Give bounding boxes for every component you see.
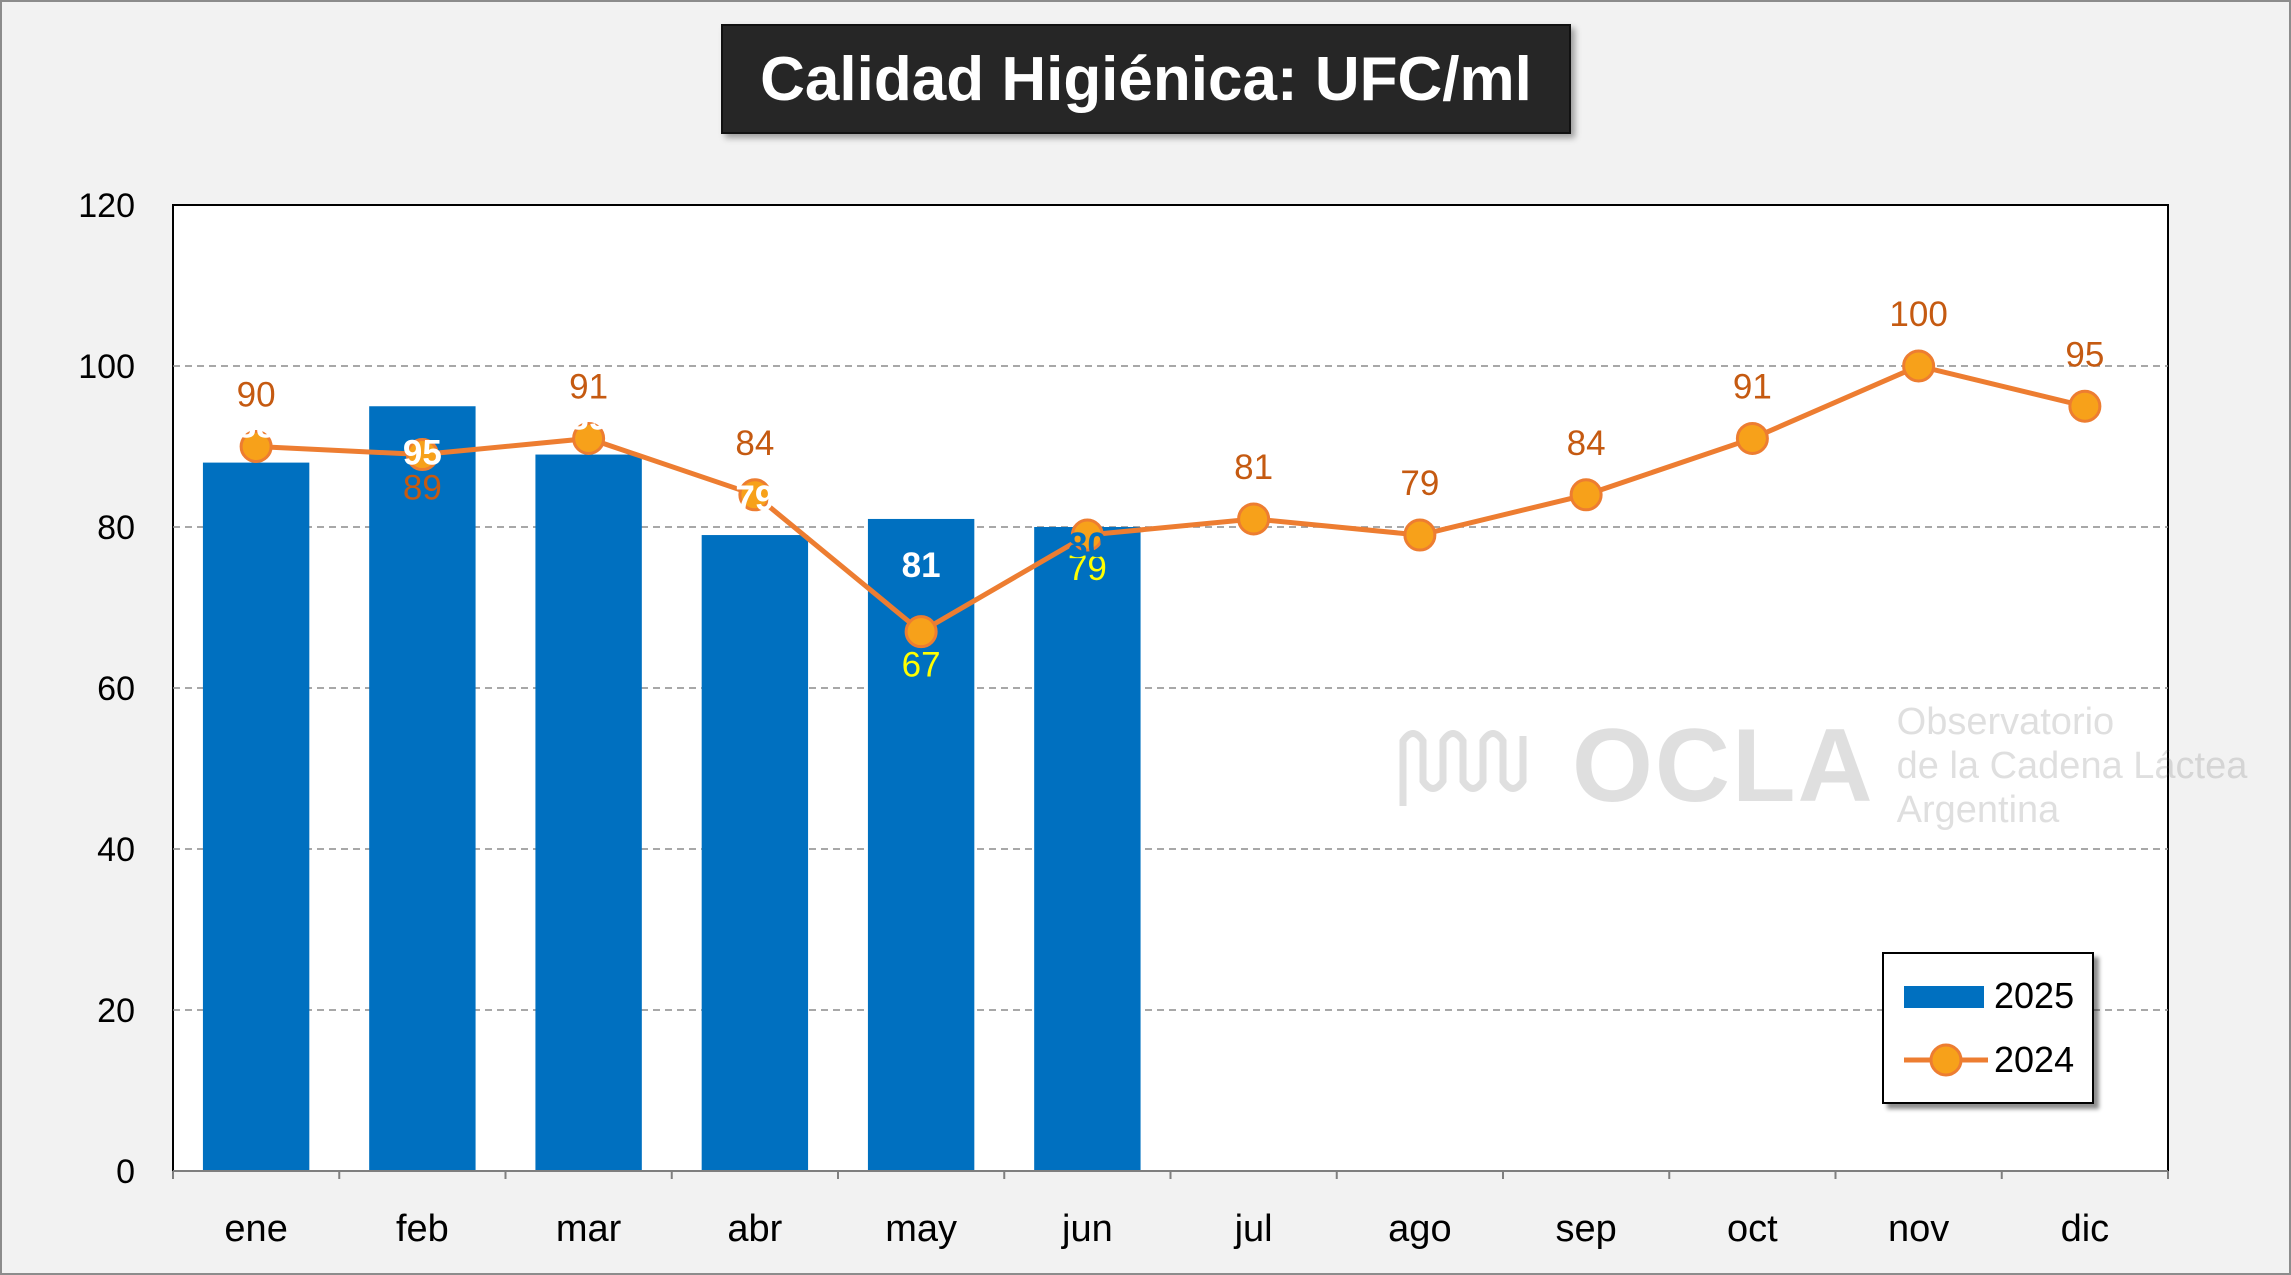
line-point-2024 [239,430,273,463]
y-axis-ticks: 0 20 40 60 80 100 120 [78,187,135,1191]
line-point-2024 [904,615,938,649]
line-point-2024 [1902,349,1936,383]
line-point-2024 [1403,518,1437,552]
line-point-2024 [738,478,772,512]
y-tick-label: 0 [116,1153,135,1191]
line-point-2024 [2068,389,2102,423]
y-tick-label: 80 [97,509,135,547]
x-tick-label: mar [556,1208,622,1250]
bar-2025 [202,462,310,1172]
legend-swatch-bar [1904,986,1984,1008]
line-path-2024 [256,363,2086,635]
ocla-wave-icon [1399,730,1527,806]
x-tick-label: abr [727,1208,782,1250]
y-tick-label: 120 [78,187,135,225]
data-label-2025: 79 [735,479,774,518]
x-tick-label: dic [2061,1208,2110,1250]
x-tick-label: ene [224,1208,287,1250]
data-label-2024: 90 [237,376,276,415]
x-tick-label: may [885,1208,957,1250]
data-label-2025: 89 [569,399,608,438]
bar-2025 [701,535,809,1171]
data-label-2024: 67 [902,646,941,685]
legend-label-2024: 2024 [1994,1039,2075,1080]
x-tick-label: nov [1888,1208,1949,1250]
line-point-2024 [1237,502,1271,536]
x-tick-label: jul [1234,1208,1273,1250]
bar-2025 [535,454,642,1171]
watermark-line3: Argentina [1896,789,2060,831]
data-label-2025: 95 [403,433,442,472]
line-point-2024 [572,421,606,455]
ocla-watermark: OCLA Observatorio de la Cadena Láctea Ar… [1398,700,2247,832]
line-2024 [239,349,2102,649]
data-label-2024: 95 [2065,335,2104,374]
data-label-2025: 80 [1068,526,1107,565]
legend-label-2025: 2025 [1994,975,2075,1016]
watermark-line1: Observatorio [1896,701,2115,743]
data-label-2024: 84 [735,424,774,463]
y-tick-label: 40 [97,831,135,869]
data-label-2025: 88 [237,407,276,446]
bar-2025 [1034,527,1141,1171]
data-label-2024: 91 [1733,367,1772,406]
line-point-2024 [1735,421,1769,455]
line-point-2024 [1070,518,1104,552]
y-tick-label: 100 [78,348,135,386]
watermark-line2: de la Cadena Láctea [1896,745,2248,787]
title-box: Calidad Higiénica: UFC/ml [721,24,1571,134]
y-tick-label: 20 [97,992,135,1030]
legend-swatch-line [1904,1043,1988,1077]
line-point-2024 [405,438,439,472]
y-tick-label: 60 [97,670,135,708]
data-label-2024: 79 [1068,549,1107,588]
x-tick-label: feb [396,1208,449,1250]
data-label-2024: 81 [1234,448,1273,487]
x-tick-label: oct [1727,1208,1778,1250]
data-label-2024: 79 [1400,464,1439,503]
legend: 2025 2024 [1882,952,2094,1104]
data-label-2025: 81 [902,546,941,585]
bar-2025 [369,406,476,1171]
x-tick-label: ago [1388,1208,1451,1250]
x-tick-label: jun [1061,1208,1113,1250]
chart-title: Calidad Higiénica: UFC/ml [760,44,1532,114]
legend-item-2025: 2025 [1884,966,2092,1026]
data-label-2024: 89 [403,469,442,508]
watermark-logo: OCLA [1572,707,1875,824]
data-label-2024: 84 [1567,424,1606,463]
legend-item-2024: 2024 [1884,1030,2092,1090]
x-tick-label: sep [1555,1208,1616,1250]
x-axis-ticks: ene feb mar abr may jun jul ago sep oct nov dic [172,1170,2169,1250]
data-label-2024: 91 [569,367,608,406]
line-point-2024 [1569,478,1603,512]
data-label-2024: 100 [1889,295,1947,334]
